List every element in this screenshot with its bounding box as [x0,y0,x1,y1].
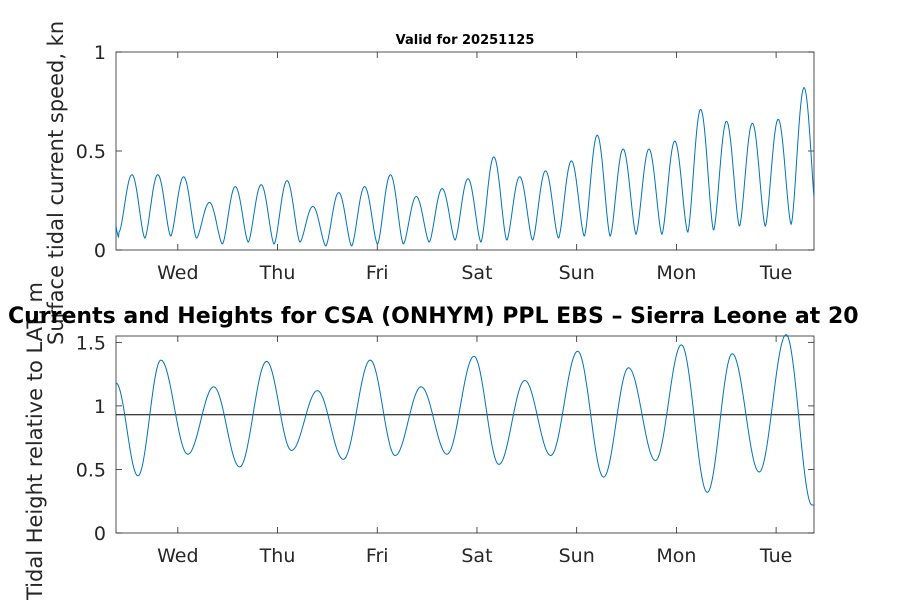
current-speed-plot-area [115,51,815,251]
y-tick-label: 1 [94,42,106,64]
current-speed-series-line [115,87,815,247]
x-tick-label: Fri [366,262,389,284]
x-tick-label: Mon [656,545,696,567]
current-speed-title: Valid for 20251125 [396,33,535,48]
x-tick-label: Fri [366,545,389,567]
x-tick-label: Thu [259,262,296,284]
tidal-height-plot-area [115,335,815,534]
x-tick-label: Sat [461,545,492,567]
current-speed-axes: Valid for 20251125 0 0.5 1 Wed Thu Fri Sat Sun… [76,33,815,284]
x-tick-label: Wed [157,545,198,567]
y-tick-label: 0.5 [76,459,106,481]
y-tick-label: 0 [94,240,106,262]
current-speed-y-label: Surface tidal current speed, kn [44,21,68,345]
x-tick-label: Tue [759,545,792,567]
x-tick-label: Sun [559,262,595,284]
tidal-height-series-line [115,334,814,506]
y-tick-label: 1 [94,396,106,418]
tidal-height-y-ticks: 0 0.5 1 1.5 [76,332,814,545]
x-tick-label: Thu [259,545,296,567]
tidal-height-axes: 0 0.5 1 1.5 Wed Thu Fri Sat Sun Mon Tue [76,332,815,567]
tidal-height-y-label: Tidal Height relative to LAT, m [23,282,47,600]
current-speed-x-ticks: Wed Thu Fri Sat Sun Mon Tue [157,52,792,284]
y-tick-label: 1.5 [76,332,106,354]
figure-title: Currents and Heights for CSA (ONHYM) PPL… [8,304,859,329]
x-tick-label: Wed [157,262,198,284]
x-tick-label: Sat [461,262,492,284]
x-tick-label: Tue [759,262,792,284]
tidal-height-x-ticks: Wed Thu Fri Sat Sun Mon Tue [157,336,792,567]
y-tick-label: 0 [94,523,106,545]
x-tick-label: Mon [656,262,696,284]
y-tick-label: 0.5 [76,141,106,163]
x-tick-label: Sun [559,545,595,567]
